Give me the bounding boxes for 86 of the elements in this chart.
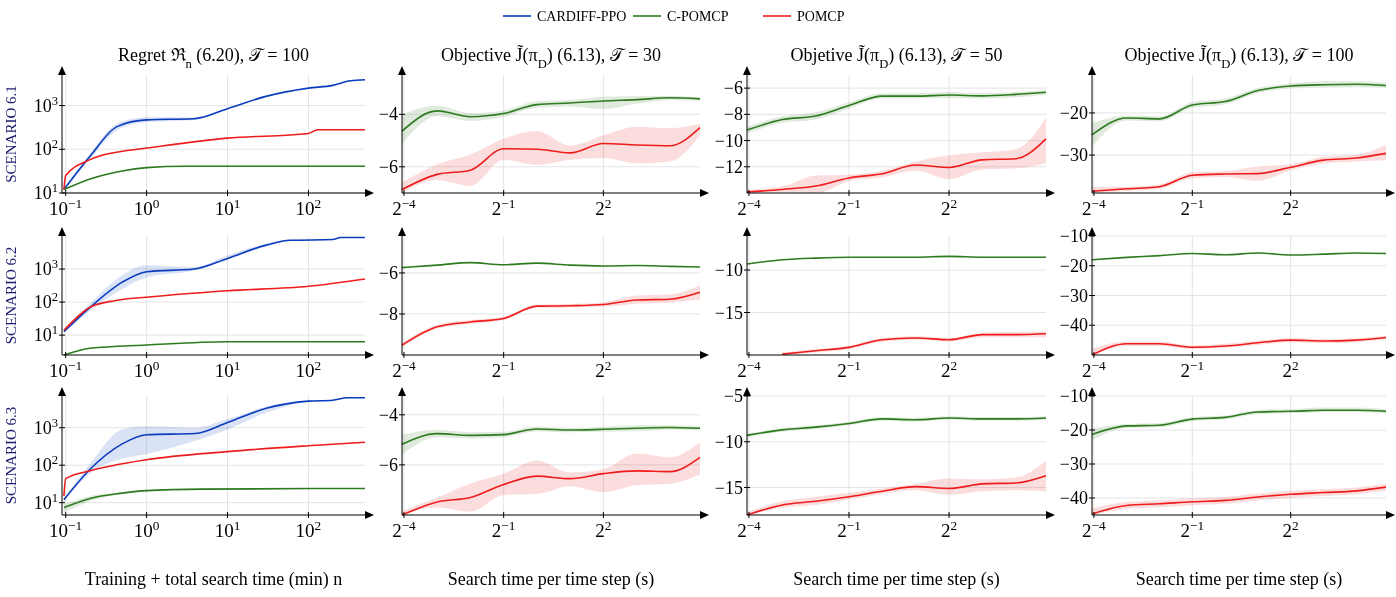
y-axis-title: SCENARIO 6.1: [3, 85, 19, 183]
x-axis-title: Search time per time step (s): [793, 569, 1000, 590]
y-tick-label: −10: [714, 260, 743, 280]
chart-title: Objetive J̃(π$_{D}$) (6.13), 𝒯 = 50: [790, 43, 1003, 71]
x-axis-title: Training + total search time (min) n: [84, 569, 343, 590]
y-tick-label: −12: [714, 156, 743, 177]
x-tick-label: 2$^{−1}$: [837, 357, 861, 381]
y-tick-label: −8: [723, 104, 743, 125]
legend-label: POMCP: [797, 9, 845, 24]
x-tick-label: 2$^{−4}$: [737, 357, 762, 381]
y-tick-label: −15: [714, 477, 743, 498]
y-tick-label: 10$^{2}$: [33, 453, 58, 476]
chart-title: Regret ℜ$_{n}$ (6.20), 𝒯 = 100: [118, 45, 309, 71]
y-tick-label: −20: [1059, 102, 1088, 123]
x-tick-label: 10$^{0}$: [133, 357, 160, 381]
y-tick-label: −30: [1059, 454, 1088, 474]
y-tick-label: −10: [714, 130, 743, 151]
x-tick-label: 2$^{2}$: [595, 357, 612, 381]
x-tick-label: 2$^{2}$: [595, 195, 612, 219]
y-tick-label: −6: [378, 262, 398, 283]
x-tick-label: 2$^{−1}$: [1180, 517, 1205, 541]
x-tick-label: 2$^{−1}$: [491, 195, 516, 219]
y-tick-label: −8: [378, 303, 398, 324]
y-tick-label: 10$^{2}$: [33, 290, 58, 313]
x-tick-label: 2$^{2}$: [940, 195, 958, 219]
x-tick-label: 2$^{−4}$: [737, 517, 762, 541]
x-tick-label: 2$^{2}$: [1282, 517, 1299, 541]
y-tick-label: −20: [1059, 420, 1088, 440]
x-tick-label: 2$^{2}$: [940, 517, 958, 541]
chart-title: Objective J̃(π$_{D}$) (6.13), 𝒯 = 100: [1124, 43, 1354, 71]
x-tick-label: 10$^{−1}$: [49, 357, 83, 381]
x-tick-label: 10$^{1}$: [214, 357, 241, 381]
y-tick-label: −6: [723, 78, 743, 99]
y-axis-title: SCENARIO 6.2: [3, 246, 19, 345]
x-tick-label: 2$^{−4}$: [392, 357, 417, 381]
y-tick-label: −4: [378, 104, 398, 125]
x-tick-label: 10$^{2}$: [295, 517, 322, 541]
y-tick-label: 10$^{3}$: [33, 415, 58, 438]
y-tick-label: −40: [1059, 315, 1088, 336]
x-tick-label: 2$^{−1}$: [1180, 195, 1205, 219]
x-tick-label: 2$^{2}$: [1282, 195, 1299, 219]
x-tick-label: 2$^{−1}$: [837, 517, 861, 541]
y-tick-label: −10: [714, 431, 743, 452]
y-tick-label: −20: [1059, 255, 1088, 276]
y-tick-label: −5: [723, 386, 743, 406]
x-tick-label: 10$^{2}$: [295, 357, 322, 381]
x-tick-label: 10$^{1}$: [214, 517, 241, 541]
x-axis-title: Search time per time step (s): [1135, 569, 1343, 590]
x-tick-label: 2$^{−1}$: [837, 195, 861, 219]
x-tick-label: 2$^{−4}$: [1082, 195, 1107, 219]
y-tick-label: −40: [1059, 488, 1088, 508]
y-tick-label: 10$^{1}$: [33, 181, 58, 203]
x-tick-label: 10$^{0}$: [133, 517, 160, 541]
y-tick-label: −10: [1059, 226, 1088, 246]
x-tick-label: 10$^{1}$: [214, 195, 241, 219]
x-tick-label: 10$^{0}$: [133, 195, 160, 219]
x-tick-label: 2$^{−1}$: [1180, 357, 1205, 381]
x-tick-label: 2$^{−1}$: [491, 517, 516, 541]
y-tick-label: 10$^{3}$: [33, 93, 58, 116]
y-tick-label: 10$^{2}$: [33, 137, 58, 160]
x-tick-label: 2$^{2}$: [595, 517, 612, 541]
x-tick-label: 2$^{−4}$: [1082, 517, 1107, 541]
y-tick-label: −15: [714, 302, 743, 323]
chart-title: Objective J̃(π$_{D}$) (6.13), 𝒯 = 30: [441, 43, 661, 71]
y-tick-label: −30: [1059, 285, 1088, 306]
x-tick-label: 2$^{−4}$: [737, 195, 762, 219]
y-tick-label: −6: [378, 454, 398, 475]
x-tick-label: 2$^{2}$: [1282, 357, 1299, 381]
x-axis-title: Search time per time step (s): [447, 569, 655, 590]
legend-label: CARDIFF-PPO: [537, 9, 627, 24]
x-tick-label: 2$^{−1}$: [491, 357, 516, 381]
y-axis-title: SCENARIO 6.3: [3, 406, 19, 505]
x-tick-label: 10$^{−1}$: [49, 517, 83, 541]
y-tick-label: 10$^{3}$: [33, 257, 58, 280]
x-tick-label: 2$^{−4}$: [392, 195, 417, 219]
y-tick-label: 10$^{1}$: [33, 323, 58, 346]
x-tick-label: 2$^{−4}$: [1082, 357, 1107, 381]
y-tick-label: −4: [378, 404, 398, 425]
x-tick-label: 10$^{2}$: [295, 195, 322, 219]
y-tick-label: −6: [378, 156, 398, 177]
y-tick-label: 10$^{1}$: [33, 490, 58, 513]
x-tick-label: 2$^{−4}$: [392, 517, 417, 541]
legend-label: C-POMCP: [667, 9, 729, 24]
x-tick-label: 2$^{2}$: [940, 357, 958, 381]
y-tick-label: −30: [1059, 145, 1088, 166]
y-tick-label: −10: [1059, 386, 1088, 406]
